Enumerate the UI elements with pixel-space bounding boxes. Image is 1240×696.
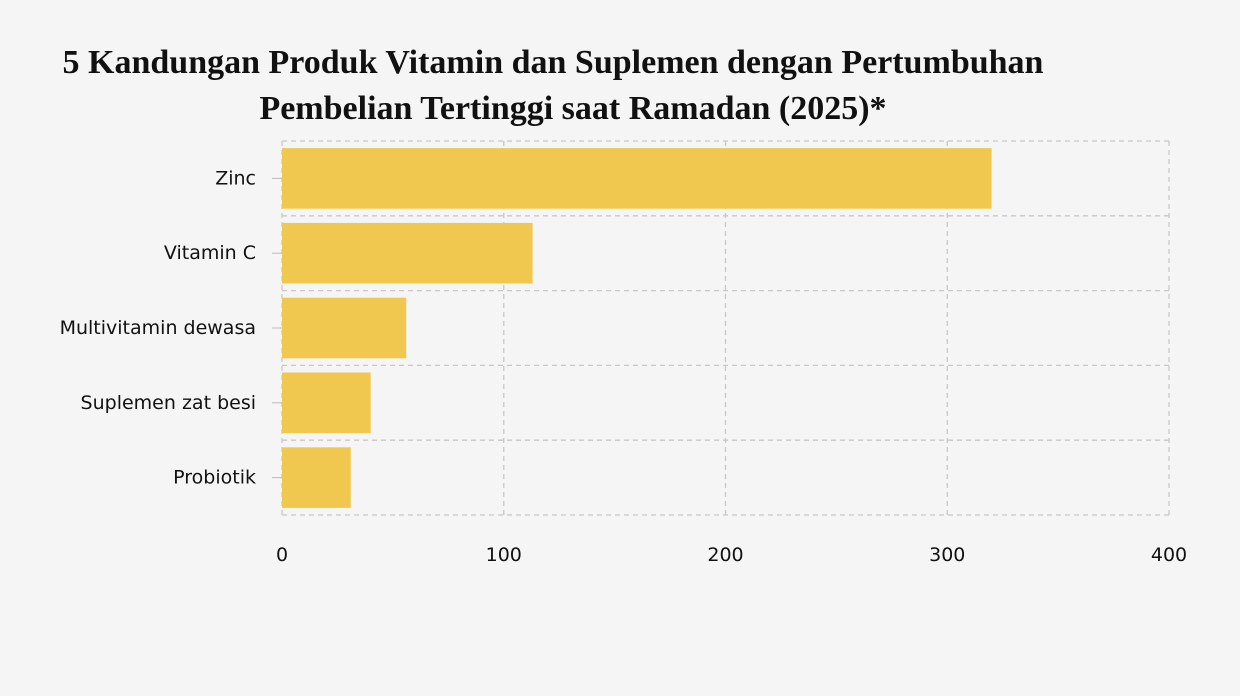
y-tick-label: Zinc	[215, 167, 256, 189]
bar	[282, 297, 407, 359]
bars-layer	[282, 148, 992, 508]
x-axis: 0 100 200 300 400	[276, 544, 1187, 566]
y-tick-label: Suplemen zat besi	[81, 392, 256, 414]
grid-layer	[281, 140, 1170, 516]
bar	[282, 372, 371, 434]
y-tick-label: Vitamin C	[164, 242, 256, 264]
chart-title: 5 Kandungan Produk Vitamin dan Suplemen …	[0, 40, 1106, 132]
bar	[282, 222, 533, 284]
bar	[282, 447, 351, 508]
y-tick-label: Multivitamin dewasa	[60, 317, 256, 339]
x-tick-label: 400	[1151, 544, 1187, 566]
bar	[282, 148, 992, 209]
x-tick-label: 200	[707, 544, 743, 566]
x-tick-label: 100	[486, 544, 522, 566]
x-tick-label: 0	[276, 544, 288, 566]
y-axis: Zinc Vitamin C Multivitamin dewasa Suplemen…	[60, 167, 282, 489]
chart-title-line-2: Pembelian Tertinggi saat Ramadan (2025)*	[259, 90, 887, 127]
y-tick-label: Probiotik	[173, 467, 256, 489]
chart-title-line-1: 5 Kandungan Produk Vitamin dan Suplemen …	[62, 44, 1044, 81]
x-tick-label: 300	[929, 544, 965, 566]
